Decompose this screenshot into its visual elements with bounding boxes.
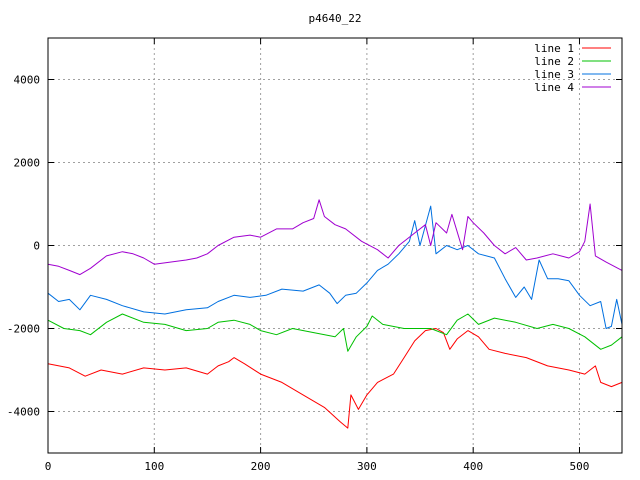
y-tick-label: 2000 [14,157,41,170]
x-tick-label: 500 [570,460,590,473]
axis-ticks: 0 100 200 300 400 500 -4000 -2000 0 2000 4000 [7,38,622,473]
chart-title: p4640_22 [309,12,362,25]
x-tick-label: 200 [251,460,271,473]
x-tick-label: 300 [357,460,377,473]
x-tick-label: 0 [45,460,52,473]
legend-label: line 4 [534,81,574,94]
series-layer [47,199,623,429]
legend-label: line 3 [534,68,574,81]
series-line-2 [47,313,623,352]
series-line-1 [47,328,623,429]
y-tick-label: -4000 [7,406,40,419]
grid-lines [48,38,622,453]
y-tick-label: 4000 [14,74,41,87]
x-tick-label: 100 [144,460,164,473]
series-line-4 [47,199,623,276]
y-tick-label: 0 [33,240,40,253]
x-tick-label: 400 [463,460,483,473]
y-tick-label: -2000 [7,323,40,336]
legend-label: line 2 [534,55,574,68]
series-line-3 [47,205,623,329]
legend-label: line 1 [534,42,574,55]
